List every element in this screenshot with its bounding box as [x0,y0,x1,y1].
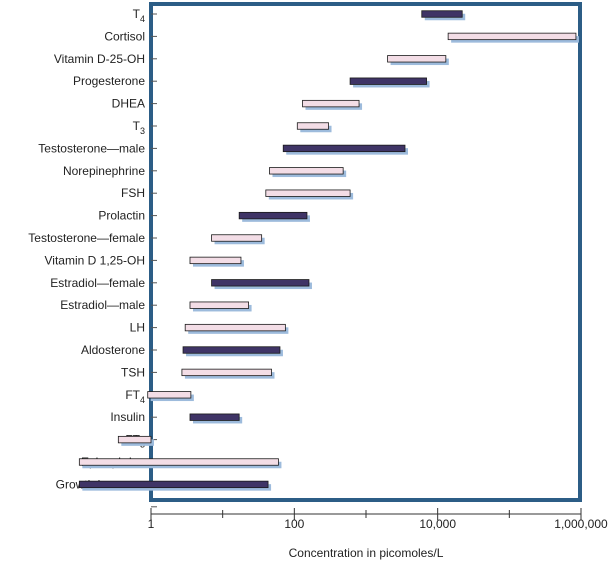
bar-ft3 [117,435,152,444]
bar-vitamin-d-1-25-oh [189,256,242,265]
bar-prolactin [238,211,308,220]
bar-testosterone-male [282,144,406,153]
bar-progesterone [349,77,427,85]
label-prolactin: Prolactin [98,209,145,223]
label-insulin: Insulin [110,410,145,424]
range-bars [78,10,579,491]
bar-tsh [181,368,272,377]
bar-vitamin-d-25-oh [387,55,447,63]
bar-ft4 [147,391,192,399]
label-progesterone: Progesterone [73,74,145,88]
label-tsh: TSH [121,365,145,379]
plot-frame [149,2,582,502]
x-axis: 1 100 10,000 1,000,000 [148,508,608,531]
bar-testosterone-female [211,234,263,242]
label-vitamin-d-1-25-oh: Vitamin D 1,25-OH [45,253,145,267]
label-estradiol-female: Estradiol—female [50,276,145,290]
bar-lh [184,323,286,332]
bar-norepinephrine [269,167,344,175]
label-ft4: FT4 [125,388,145,405]
label-fsh: FSH [121,186,145,200]
label-lh: LH [130,321,145,335]
bar-growth-hormone [78,480,269,489]
label-testosterone-male: Testosterone—male [38,141,145,155]
label-norepinephrine: Norepinephrine [63,164,145,178]
bar-t4 [421,10,463,18]
bar-aldosterone [182,346,281,354]
label-cortisol: Cortisol [104,29,145,43]
label-t3: T3 [133,119,145,136]
label-vitamin-d-25-oh: Vitamin D-25-OH [54,52,145,66]
x-tick-label: 1,000,000 [554,517,608,531]
bar-dhea [302,99,360,108]
bar-cortisol [447,32,577,41]
label-t4: T4 [133,7,145,24]
bar-epinephrine [78,458,279,466]
plot-area [78,2,582,508]
x-tick-label: 10,000 [419,517,456,531]
x-axis-title: Concentration in picomoles/L [289,546,444,560]
bar-insulin [189,413,240,421]
bar-fsh [265,189,351,197]
category-labels: T4 Cortisol Vitamin D-25-OH Progesterone DHE… [28,7,145,491]
label-estradiol-male: Estradiol—male [60,298,145,312]
bar-estradiol-female [211,279,310,287]
label-aldosterone: Aldosterone [81,343,145,357]
bar-estradiol-male [189,301,249,309]
bar-t3 [296,122,329,130]
x-tick-label: 1 [148,517,155,531]
label-dhea: DHEA [112,97,145,111]
x-tick-label: 100 [284,517,304,531]
label-testosterone-female: Testosterone—female [28,231,145,245]
